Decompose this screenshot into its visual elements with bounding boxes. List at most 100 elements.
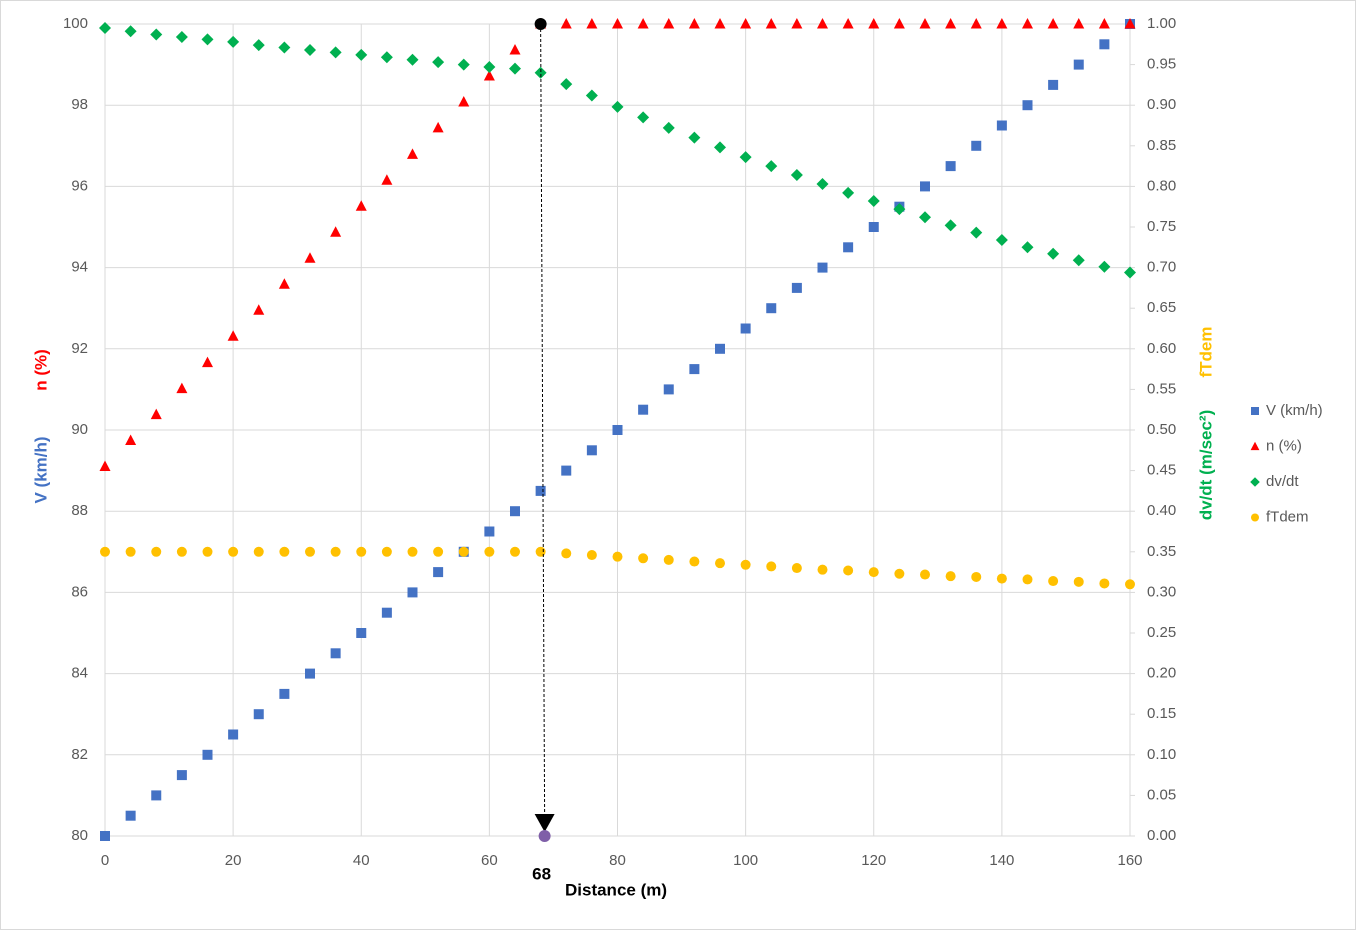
y2-tick-label: 0.55 (1147, 380, 1176, 397)
data-point (176, 546, 187, 557)
data-point (971, 571, 982, 582)
data-point (509, 43, 521, 55)
data-point (1099, 578, 1110, 589)
data-point (586, 550, 597, 561)
data-point (330, 546, 341, 557)
data-point (355, 48, 368, 61)
data-point (1021, 241, 1034, 254)
x-tick-label: 0 (101, 852, 109, 869)
data-point (407, 148, 418, 159)
data-point (662, 121, 675, 134)
data-point (766, 561, 777, 572)
data-point (766, 303, 777, 314)
data-point (638, 553, 649, 564)
x-tick-label: 20 (225, 852, 242, 869)
data-point (586, 445, 597, 456)
data-point (714, 141, 726, 154)
data-point (790, 169, 803, 182)
y2-tick-label: 1.00 (1147, 15, 1176, 32)
data-point (868, 567, 879, 578)
data-point (868, 222, 879, 232)
legend-marker (1250, 441, 1260, 451)
data-point (944, 219, 957, 232)
data-point (381, 174, 393, 185)
y-tick-label: 86 (71, 583, 88, 600)
data-point (510, 546, 520, 557)
data-point (740, 559, 751, 570)
data-point (252, 39, 265, 52)
data-point (996, 573, 1007, 584)
data-point (227, 35, 240, 48)
data-point (304, 252, 316, 263)
y-tick-label: 80 (71, 827, 88, 844)
y2-tick-label: 0.20 (1147, 665, 1176, 682)
data-point (175, 30, 188, 43)
data-point (305, 668, 315, 679)
data-point (278, 41, 291, 54)
data-point (253, 709, 264, 720)
data-point (663, 384, 674, 395)
data-point (612, 425, 623, 435)
data-point (920, 181, 930, 192)
data-point (279, 688, 290, 699)
data-point (458, 546, 469, 557)
y-tick-label: 90 (71, 421, 88, 438)
data-point (150, 408, 162, 420)
data-point (279, 546, 290, 557)
data-point (817, 262, 828, 273)
y2-tick-label: 0.30 (1147, 583, 1176, 600)
legend-marker (1251, 407, 1259, 415)
y2-tick-label: 0.90 (1147, 96, 1176, 113)
y-tick-label: 84 (71, 665, 88, 682)
data-point (561, 548, 572, 559)
data-point (356, 628, 367, 638)
y-tick-label: 92 (71, 340, 88, 357)
y2-tick-label: 0.80 (1147, 177, 1176, 194)
data-point (381, 607, 392, 618)
data-point (1048, 576, 1059, 587)
data-point (919, 211, 931, 224)
data-point (1124, 18, 1136, 29)
data-point (971, 140, 982, 151)
data-point (202, 356, 213, 368)
y2-tick-label: 0.00 (1147, 827, 1176, 844)
data-point (560, 78, 573, 91)
data-point (894, 568, 905, 579)
data-point (715, 343, 725, 354)
y2-tick-label: 0.60 (1147, 340, 1176, 357)
data-point (893, 18, 905, 29)
y2-tick-label: 0.70 (1147, 259, 1176, 276)
data-point (740, 18, 752, 29)
data-point (1125, 579, 1135, 590)
data-point (484, 546, 495, 557)
data-point (99, 460, 111, 472)
data-point (996, 120, 1007, 131)
x-tick-label: 120 (861, 852, 886, 869)
data-point (509, 62, 521, 75)
data-point (1048, 79, 1059, 90)
data-point (612, 551, 623, 562)
data-point (535, 546, 546, 557)
data-point (304, 43, 316, 56)
data-point (560, 18, 572, 29)
y-tick-label: 82 (71, 746, 88, 763)
y2-axis-label-2: fTdem (1196, 327, 1215, 378)
legend-label: n (%) (1266, 437, 1302, 454)
y2-tick-label: 0.25 (1147, 624, 1176, 641)
data-point (305, 546, 315, 557)
data-point (1047, 18, 1059, 29)
data-point (945, 18, 957, 29)
data-point (893, 203, 906, 216)
data-point (534, 66, 547, 79)
data-point (714, 18, 726, 29)
data-point (100, 831, 110, 841)
data-point (330, 648, 341, 659)
data-point (457, 58, 470, 71)
data-point (124, 25, 137, 38)
data-point (791, 18, 803, 29)
data-point (253, 546, 264, 557)
data-point (484, 526, 495, 537)
data-point (151, 790, 162, 801)
y-tick-label: 88 (71, 502, 88, 519)
